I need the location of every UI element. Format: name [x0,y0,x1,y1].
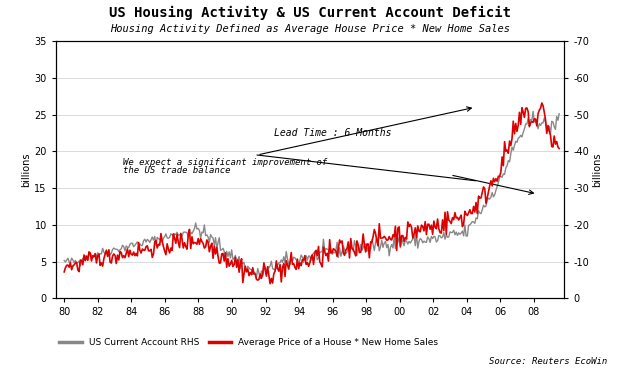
Y-axis label: billions: billions [22,153,32,187]
Y-axis label: billions: billions [592,153,602,187]
Text: Lead Time : 6 Months: Lead Time : 6 Months [274,128,391,138]
Text: US Housing Activity & US Current Account Deficit: US Housing Activity & US Current Account… [109,6,511,20]
Text: Housing Activity Defined as Average House Price * New Home Sales: Housing Activity Defined as Average Hous… [110,24,510,34]
Text: Source: Reuters EcoWin: Source: Reuters EcoWin [489,357,608,366]
Text: the US trade balance: the US trade balance [123,166,231,175]
Legend: US Current Account RHS, Average Price of a House * New Home Sales: US Current Account RHS, Average Price of… [56,334,442,351]
Text: We expect a significant improvement of: We expect a significant improvement of [123,157,327,167]
